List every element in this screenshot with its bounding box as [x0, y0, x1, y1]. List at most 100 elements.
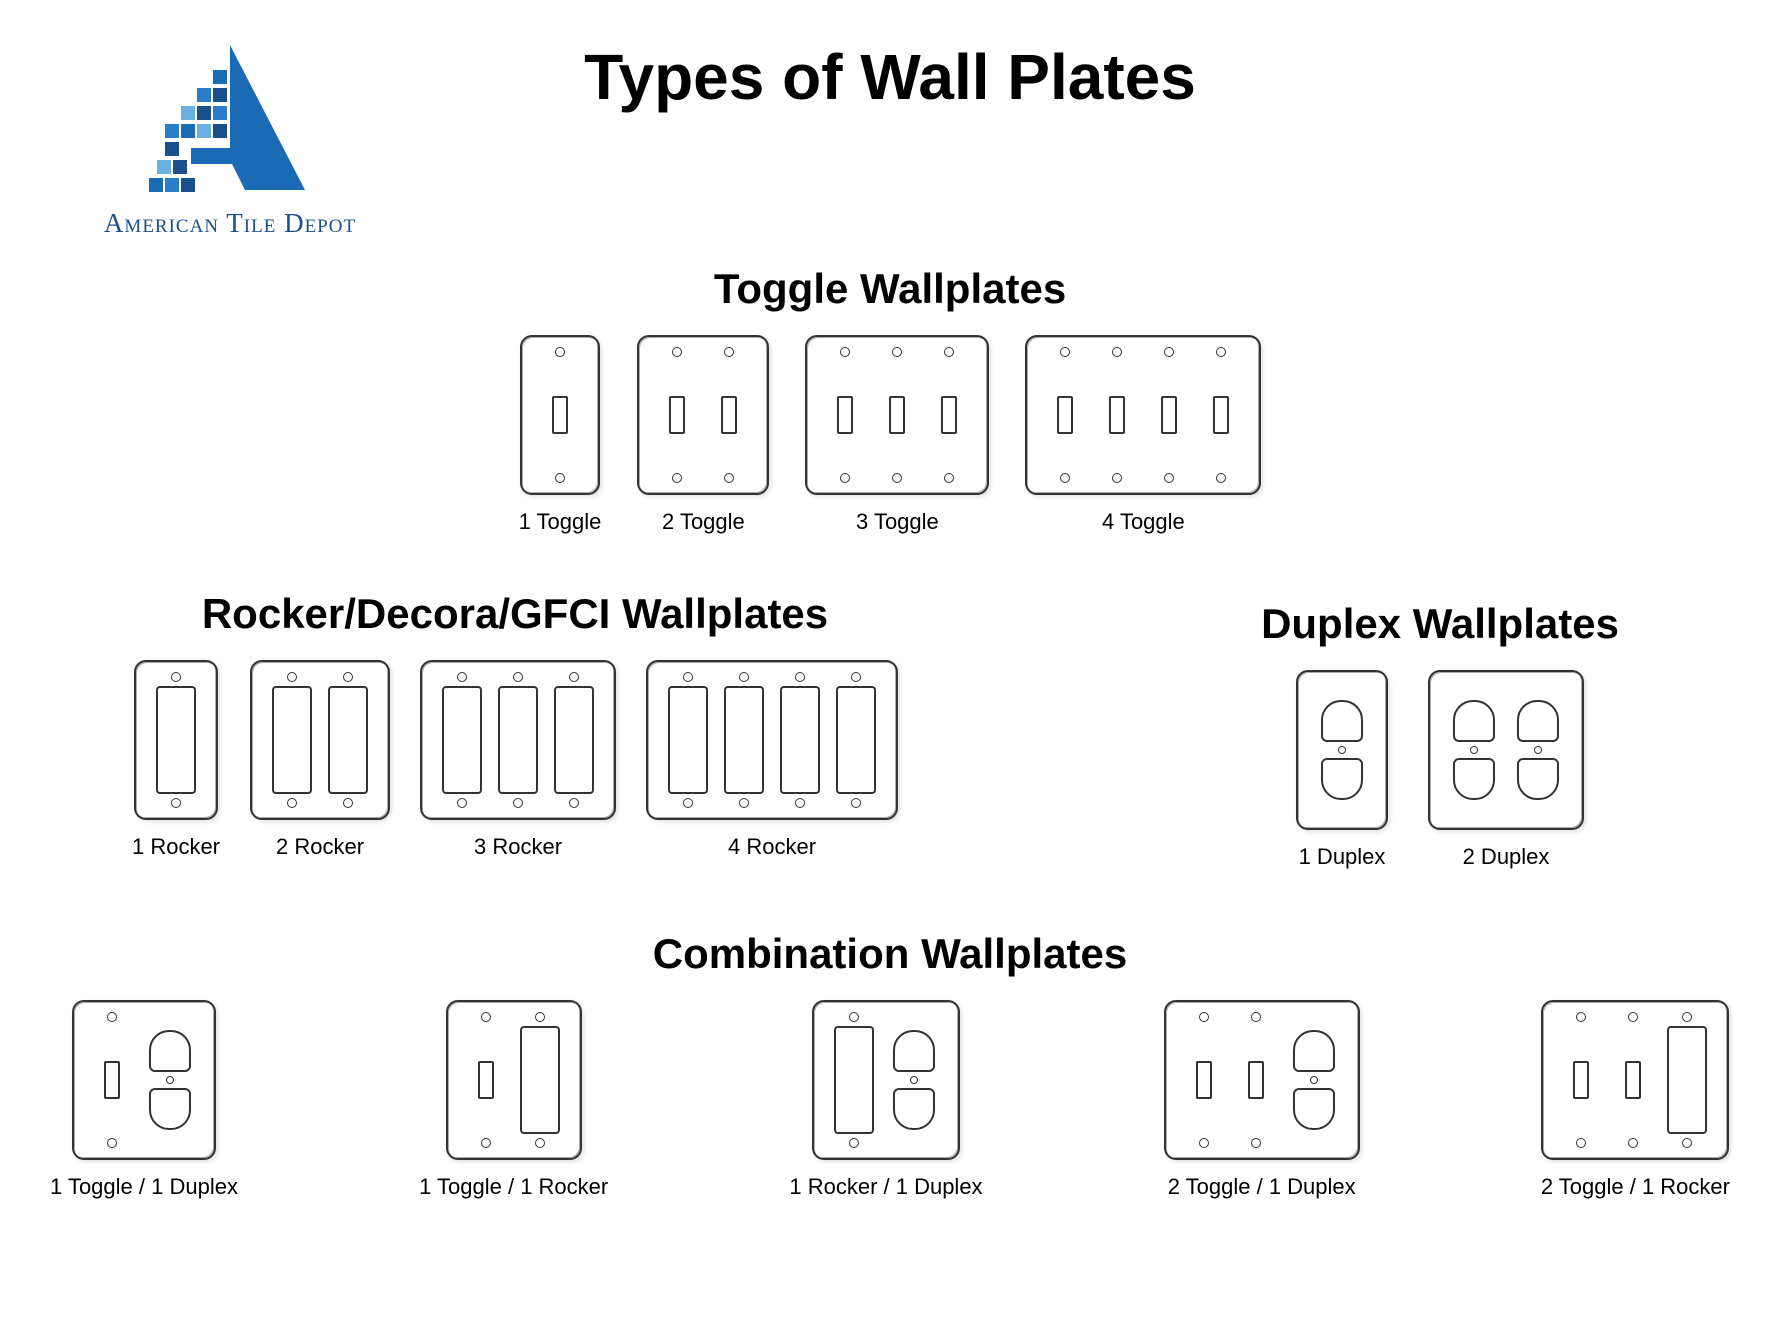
rocker-slot — [328, 686, 368, 794]
plate-label: 1 Toggle / 1 Rocker — [419, 1174, 608, 1200]
toggle-slot — [1196, 1061, 1212, 1099]
wallplate — [1296, 670, 1388, 830]
duplex-outlet — [1293, 1030, 1335, 1072]
wallplate — [1164, 1000, 1360, 1160]
section-title-toggle: Toggle Wallplates — [0, 265, 1780, 313]
plate-label: 2 Toggle / 1 Rocker — [1541, 1174, 1730, 1200]
toggle-slot — [889, 396, 905, 434]
brand-logo: American Tile Depot — [40, 40, 420, 239]
screw-icon — [910, 1076, 918, 1084]
screw-icon — [795, 672, 805, 682]
plate-label: 1 Duplex — [1299, 844, 1386, 870]
screw-icon — [851, 672, 861, 682]
plate-item: 4 Rocker — [646, 660, 898, 860]
rocker-slot — [156, 686, 196, 794]
screw-icon — [535, 1138, 545, 1148]
wallplate — [1025, 335, 1261, 495]
section-title-duplex: Duplex Wallplates — [1160, 600, 1720, 648]
plate-label: 3 Toggle — [856, 509, 939, 535]
screw-icon — [555, 473, 565, 483]
screw-icon — [840, 473, 850, 483]
screw-icon — [1534, 746, 1542, 754]
section-title-combo: Combination Wallplates — [0, 930, 1780, 978]
plate-label: 1 Rocker — [132, 834, 220, 860]
rocker-slot — [272, 686, 312, 794]
wallplate — [1541, 1000, 1729, 1160]
gang-rocker — [148, 672, 204, 808]
screw-icon — [1060, 347, 1070, 357]
plate-item: 4 Toggle — [1025, 335, 1261, 535]
rocker-slot — [780, 686, 820, 794]
rocker-slot — [442, 686, 482, 794]
gang-toggle — [1039, 347, 1091, 483]
duplex-outlet — [149, 1030, 191, 1072]
duplex-outlet — [1517, 758, 1559, 800]
section-combo: Combination Wallplates 1 Toggle / 1 Dupl… — [0, 930, 1780, 1200]
toggle-slot — [552, 396, 568, 434]
plate-item: 2 Toggle — [637, 335, 769, 535]
plate-label: 2 Duplex — [1463, 844, 1550, 870]
toggle-slot — [104, 1061, 120, 1099]
plate-item: 3 Rocker — [420, 660, 616, 860]
screw-icon — [672, 347, 682, 357]
screw-icon — [1112, 347, 1122, 357]
gang-rocker — [512, 1012, 568, 1148]
screw-icon — [457, 798, 467, 808]
gang-toggle — [1195, 347, 1247, 483]
plate-label: 3 Rocker — [474, 834, 562, 860]
wallplate — [637, 335, 769, 495]
screw-icon — [892, 347, 902, 357]
screw-icon — [1576, 1012, 1586, 1022]
row-rocker: 1 Rocker2 Rocker3 Rocker4 Rocker — [30, 660, 1000, 860]
brand-name: American Tile Depot — [40, 208, 420, 239]
screw-icon — [1628, 1138, 1638, 1148]
screw-icon — [513, 672, 523, 682]
plate-label: 2 Toggle — [662, 509, 745, 535]
gang-duplex — [1310, 682, 1374, 818]
gang-duplex — [138, 1012, 202, 1148]
gang-toggle — [1555, 1012, 1607, 1148]
screw-icon — [1199, 1138, 1209, 1148]
row-toggle: 1 Toggle2 Toggle3 Toggle4 Toggle — [0, 335, 1780, 535]
toggle-slot — [721, 396, 737, 434]
screw-icon — [1251, 1012, 1261, 1022]
plate-item: 2 Duplex — [1428, 670, 1584, 870]
screw-icon — [1060, 473, 1070, 483]
screw-icon — [569, 798, 579, 808]
plate-label: 2 Toggle / 1 Duplex — [1168, 1174, 1356, 1200]
duplex-outlet — [1453, 700, 1495, 742]
gang-toggle — [819, 347, 871, 483]
wallplate — [420, 660, 616, 820]
brand-logo-mark — [135, 40, 325, 195]
screw-icon — [683, 672, 693, 682]
plate-label: 4 Rocker — [728, 834, 816, 860]
plate-label: 1 Rocker / 1 Duplex — [789, 1174, 982, 1200]
gang-toggle — [1091, 347, 1143, 483]
screw-icon — [849, 1138, 859, 1148]
wallplate — [805, 335, 989, 495]
screw-icon — [481, 1012, 491, 1022]
screw-icon — [1576, 1138, 1586, 1148]
toggle-slot — [1248, 1061, 1264, 1099]
wallplate — [520, 335, 600, 495]
screw-icon — [171, 798, 181, 808]
row-duplex: 1 Duplex 2 Duplex — [1160, 670, 1720, 870]
toggle-slot — [1161, 396, 1177, 434]
toggle-slot — [1057, 396, 1073, 434]
gang-toggle — [703, 347, 755, 483]
rocker-slot — [1667, 1026, 1707, 1134]
duplex-outlet — [1321, 758, 1363, 800]
screw-icon — [287, 798, 297, 808]
wallplate — [646, 660, 898, 820]
row-combo: 1 Toggle / 1 Duplex 1 Toggle / 1 Rocker 1 … — [0, 1000, 1780, 1200]
screw-icon — [287, 672, 297, 682]
screw-icon — [1164, 347, 1174, 357]
gang-rocker — [828, 672, 884, 808]
gang-duplex — [1282, 1012, 1346, 1148]
wallplate — [250, 660, 390, 820]
plate-item: 1 Toggle / 1 Duplex — [50, 1000, 238, 1200]
toggle-slot — [478, 1061, 494, 1099]
gang-rocker — [716, 672, 772, 808]
screw-icon — [481, 1138, 491, 1148]
plate-item: 1 Rocker / 1 Duplex — [789, 1000, 982, 1200]
